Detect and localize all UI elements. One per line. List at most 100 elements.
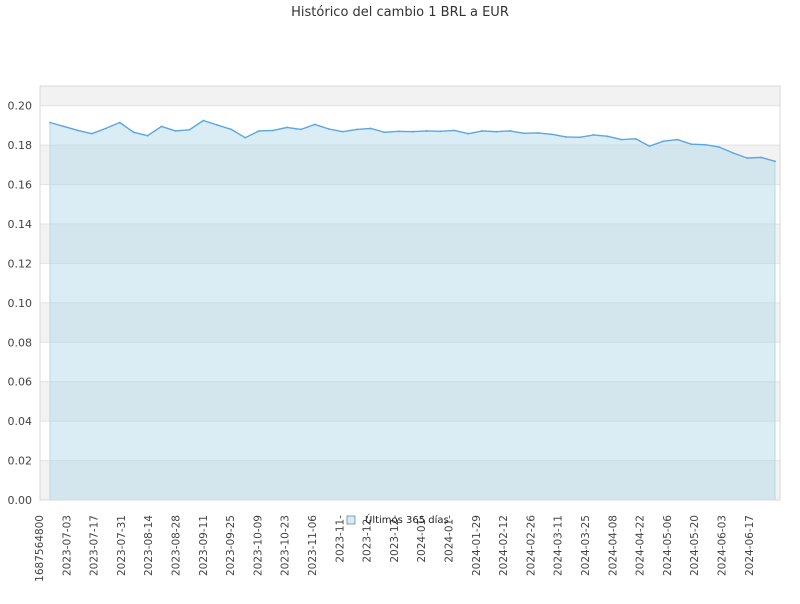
data-point [230,128,233,131]
x-tick-label: 2023-12- [362,515,374,563]
x-tick-label: 2024-05-06 [662,515,674,576]
data-point [341,130,344,133]
data-point [63,125,65,128]
data-point [300,128,302,131]
y-tick-label: 0.16 [8,179,33,192]
plot-band [40,145,780,185]
plot-band [40,86,780,106]
data-point [467,132,470,135]
data-point [258,130,260,132]
data-point [272,129,274,132]
x-tick-label: 2024-01-29 [471,515,483,576]
data-point [174,130,177,132]
x-tick-label: 2023-11-06 [307,515,319,576]
plot-band [40,302,780,343]
data-point [704,143,707,146]
x-tick-label: 2024-04-08 [607,515,619,576]
data-point [118,121,121,124]
x-tick-label: 2024-01- [416,515,428,563]
x-axis: 1687564800 2023-07-03 2023-07-17 2023-07-31… [34,515,756,582]
data-point [648,145,651,148]
data-point [578,136,581,139]
x-tick-label: 2024-06-03 [717,515,729,576]
data-point [592,134,595,136]
data-point [327,128,330,130]
x-tick-label: 2024-02-26 [525,515,537,576]
y-tick-label: 0.10 [8,297,33,310]
data-point [690,143,693,146]
legend[interactable]: Últimos 365 días [346,513,449,526]
data-point [202,119,205,122]
data-point [453,129,456,132]
x-tick-label: 2024-05-20 [689,515,701,576]
plot-area [39,85,781,501]
x-tick-label: 2023-07-31 [116,515,128,576]
data-point [606,135,609,138]
data-point [104,127,107,130]
plot-band [40,224,780,264]
x-tick-label: 2023-10-23 [280,515,292,576]
data-point [425,130,428,132]
data-point [146,134,149,137]
data-point [369,127,372,130]
data-point [188,128,191,131]
legend-swatch[interactable] [346,515,356,525]
x-tick-label: 2023-09-11 [198,515,210,576]
data-point [495,130,498,133]
y-tick-label: 0.00 [8,494,33,507]
data-point [760,156,762,159]
y-tick-label: 0.08 [8,336,33,349]
data-point [77,129,79,132]
x-tick-label: 2024-04-22 [635,515,647,576]
x-tick-label: 2024-02-12 [498,515,510,576]
y-tick-label: 0.12 [8,257,33,270]
y-tick-label: 0.06 [8,376,33,389]
legend-label[interactable]: Últimos 365 días [365,513,449,526]
data-point [620,138,623,141]
plot-frame [39,85,781,501]
data-point [523,132,525,135]
data-point [383,131,386,134]
y-tick-label: 0.04 [8,415,33,428]
data-point [676,138,679,141]
data-point [551,133,553,136]
data-point [216,124,219,126]
data-point [244,136,247,139]
data-point [411,130,414,133]
x-tick-label: 2023-08-14 [143,515,155,576]
data-point [509,130,511,132]
x-tick-label: 2023-12- [389,515,401,563]
data-point [397,130,400,133]
y-tick-label: 0.20 [8,100,33,113]
data-point [774,160,776,163]
plot-band [40,460,780,500]
x-tick-label: 2024-01- [444,515,456,563]
y-axis: 0.00 0.02 0.04 0.06 0.08 0.10 0.12 0.14 0.16 0.18… [8,100,33,507]
x-tick-label: 2024-03-25 [580,515,592,576]
x-tick-label: 2024-03-11 [553,515,565,576]
data-point [355,128,358,131]
data-point [634,137,637,140]
x-tick-label: 2023-10-09 [252,515,264,576]
y-tick-label: 0.14 [8,218,33,231]
x-tick-label: 2024-06-17 [744,515,756,576]
data-point [132,131,135,134]
plot-band [40,381,780,422]
data-point [314,123,316,126]
x-tick-label: 1687564800 [34,515,46,582]
data-point [439,130,442,133]
y-tick-label: 0.02 [8,455,33,468]
chart-title: Histórico del cambio 1 BRL a EUR [291,5,509,20]
series-area [50,120,775,500]
x-tick-label: 2023-07-17 [89,515,101,576]
data-point [565,136,567,138]
data-point [481,130,484,132]
x-tick-label: 2023-09-25 [225,515,237,576]
data-point [662,140,665,143]
data-point [49,121,51,124]
y-tick-label: 0.18 [8,139,33,152]
data-point [286,126,288,129]
x-tick-label: 2023-08-28 [171,515,183,576]
